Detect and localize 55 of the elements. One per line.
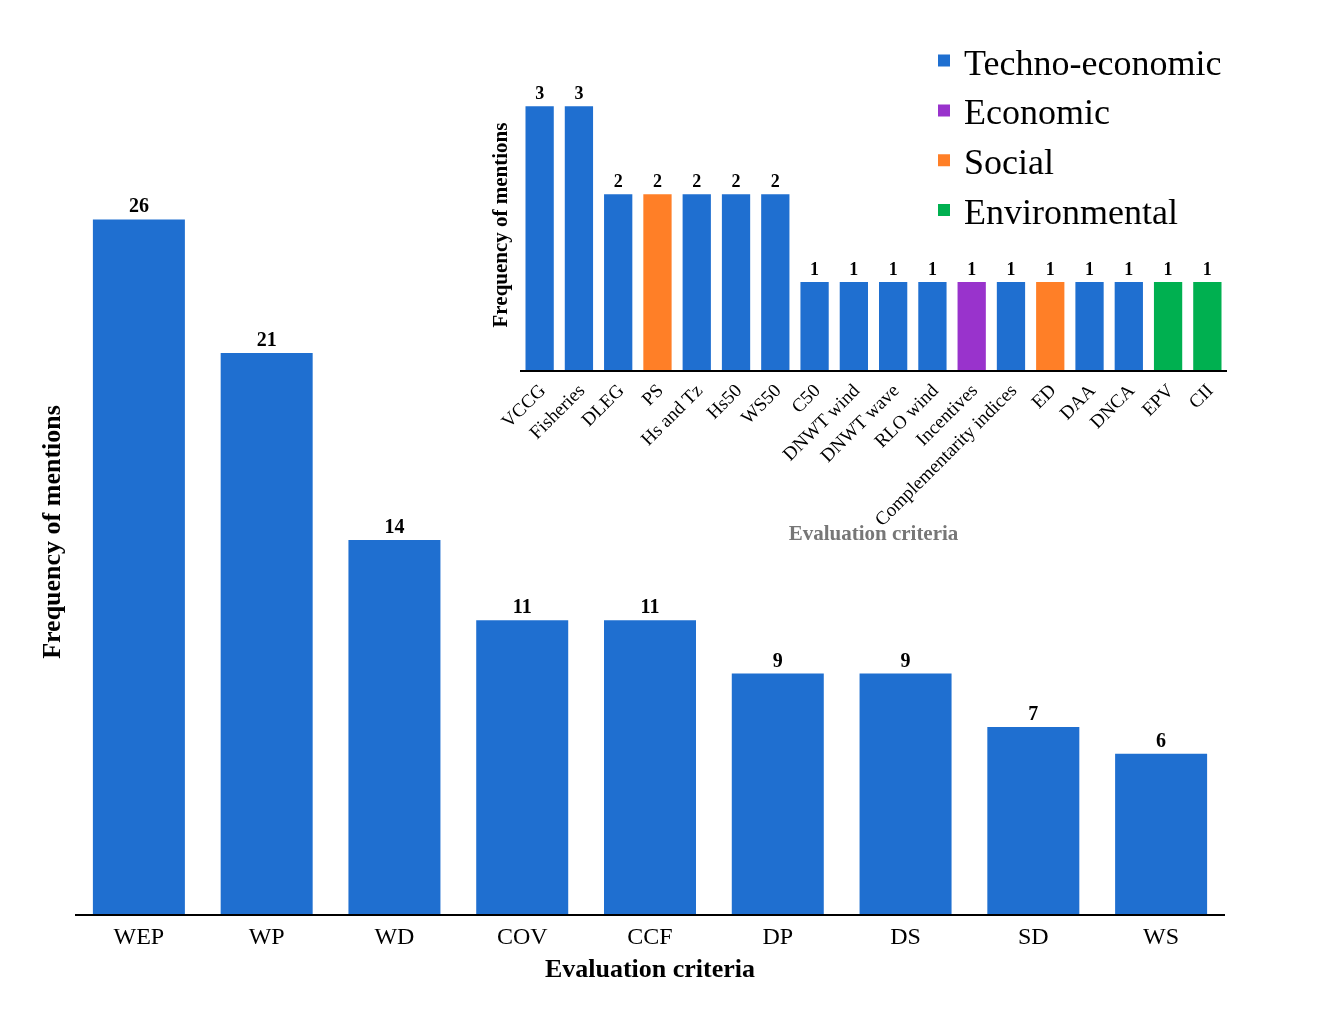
data-label: 1 xyxy=(1045,259,1055,280)
x-tick-label: CCF xyxy=(627,923,673,950)
x-tick-label: WD xyxy=(374,923,415,950)
data-label: 9 xyxy=(772,648,783,671)
data-label: 1 xyxy=(1006,259,1016,280)
legend-label: Environmental xyxy=(964,192,1178,233)
x-tick-label: DS xyxy=(890,923,921,950)
data-label: 1 xyxy=(967,259,977,280)
legend-label: Economic xyxy=(964,92,1110,133)
data-label: 2 xyxy=(613,171,623,192)
x-tick-label: WS xyxy=(1143,923,1180,950)
x-tick-label: WEP xyxy=(113,923,165,950)
data-label: 1 xyxy=(888,259,898,280)
x-tick-label: SD xyxy=(1017,923,1049,950)
data-label: 1 xyxy=(1124,259,1134,280)
x-axis-title: Evaluation criteria xyxy=(544,953,756,983)
legend-label: Social xyxy=(964,142,1054,183)
x-tick-label: CII xyxy=(1184,379,1217,413)
y-axis-title: Frequency of mentions xyxy=(488,122,513,328)
data-label: 2 xyxy=(652,171,662,192)
data-label: 2 xyxy=(731,171,741,192)
x-tick-label: PS xyxy=(637,379,668,410)
data-label: 2 xyxy=(692,171,702,192)
bar xyxy=(220,353,313,914)
data-label: 1 xyxy=(1163,259,1173,280)
data-label: 11 xyxy=(640,595,660,618)
bar xyxy=(1115,753,1208,914)
data-label: 6 xyxy=(1156,728,1167,751)
data-label: 9 xyxy=(900,648,911,671)
data-label: 1 xyxy=(1085,259,1095,280)
bar xyxy=(348,540,441,914)
data-label: 7 xyxy=(1028,702,1039,725)
bar xyxy=(987,727,1080,914)
data-label: 1 xyxy=(849,259,859,280)
bar xyxy=(92,219,185,914)
x-tick-label: ED xyxy=(1027,379,1060,413)
data-label: 21 xyxy=(256,328,277,351)
bar xyxy=(731,673,824,914)
x-tick-label: COV xyxy=(496,923,549,950)
data-label: 3 xyxy=(574,83,584,104)
x-tick-label: WP xyxy=(248,923,285,950)
data-label: 3 xyxy=(535,83,545,104)
data-label: 11 xyxy=(512,595,532,618)
data-label: 26 xyxy=(128,194,149,217)
bar xyxy=(476,620,569,914)
y-axis-title: Frequency of mentions xyxy=(37,405,67,659)
bar xyxy=(604,620,696,914)
data-label: 2 xyxy=(770,171,780,192)
data-label: 1 xyxy=(810,259,820,280)
bar xyxy=(859,673,952,914)
data-label: 1 xyxy=(927,259,937,280)
data-label: 1 xyxy=(1202,259,1212,280)
legend-label: Techno-economic xyxy=(964,42,1222,83)
data-label: 14 xyxy=(384,515,405,538)
x-tick-label: DP xyxy=(762,923,794,950)
